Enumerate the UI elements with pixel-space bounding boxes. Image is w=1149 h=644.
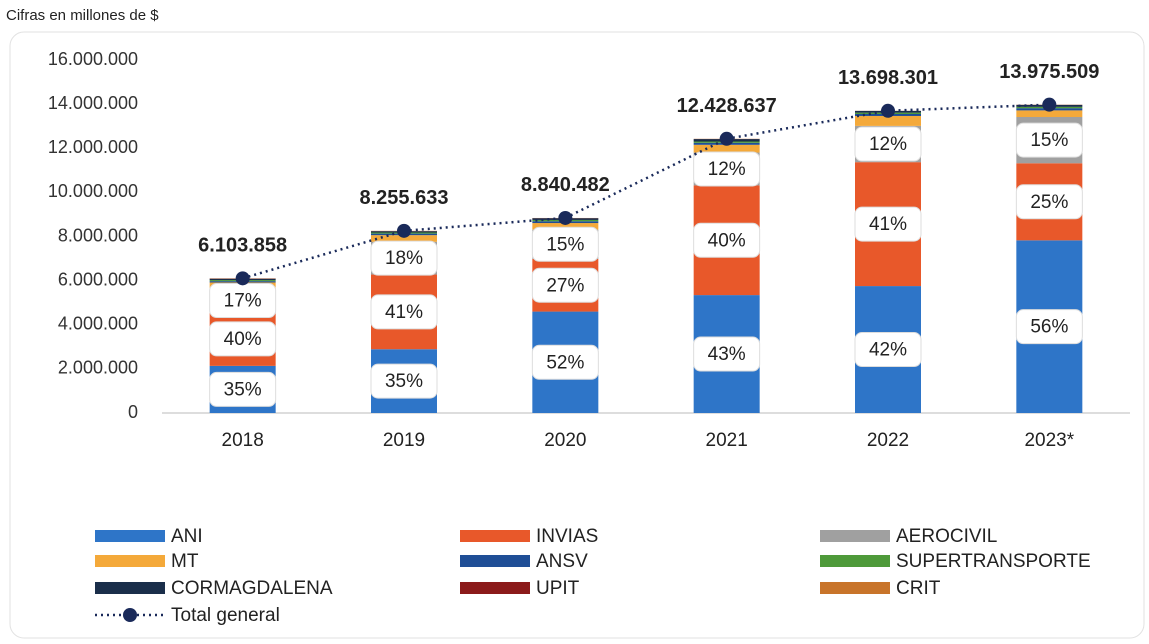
x-tick-label: 2018 — [222, 430, 264, 451]
data-label-box — [693, 336, 761, 372]
bar-segment — [855, 115, 921, 126]
data-label: 43% — [708, 344, 746, 365]
data-label: 15% — [1030, 130, 1068, 151]
data-label-box — [693, 151, 761, 187]
data-label: 25% — [1030, 192, 1068, 213]
legend-label: INVIAS — [536, 526, 598, 547]
data-label: 12% — [869, 134, 907, 155]
legend-label: CRIT — [896, 578, 941, 599]
data-label: 35% — [224, 379, 262, 400]
data-label-box — [370, 294, 438, 330]
data-label-box — [370, 363, 438, 399]
data-label: 35% — [385, 371, 423, 392]
legend-swatch — [820, 555, 890, 567]
x-tick-label: 2020 — [544, 430, 586, 451]
data-label-box — [209, 371, 277, 407]
total-label: 13.698.301 — [838, 67, 938, 89]
data-label-box — [1015, 122, 1083, 158]
total-label: 12.428.637 — [677, 95, 777, 117]
legend-marker — [123, 608, 137, 622]
data-label-box — [531, 267, 599, 303]
data-label-box — [854, 206, 922, 242]
legend-label: ANI — [171, 526, 203, 547]
legend-swatch — [95, 530, 165, 542]
data-label: 42% — [869, 340, 907, 361]
y-tick-label: 6.000.000 — [58, 269, 138, 289]
total-label: 13.975.509 — [999, 61, 1099, 83]
chart-subtitle: Cifras en millones de $ — [6, 7, 159, 24]
bar-segment — [693, 144, 760, 153]
data-label: 18% — [385, 248, 423, 269]
y-tick-label: 10.000.000 — [48, 181, 138, 201]
data-label-box — [1015, 184, 1083, 220]
y-tick-label: 0 — [128, 402, 138, 422]
data-label: 40% — [708, 230, 746, 251]
data-label: 12% — [708, 159, 746, 180]
total-label: 8.255.633 — [360, 187, 449, 209]
data-label: 52% — [546, 352, 584, 373]
data-label: 15% — [546, 234, 584, 255]
data-label-box — [1015, 309, 1083, 345]
x-tick-label: 2019 — [383, 430, 425, 451]
legend-swatch — [460, 530, 530, 542]
x-tick-label: 2022 — [867, 430, 909, 451]
y-tick-label: 12.000.000 — [48, 137, 138, 157]
data-label: 27% — [546, 275, 584, 296]
legend-swatch — [820, 530, 890, 542]
total-label: 8.840.482 — [521, 174, 610, 196]
bar-segment — [371, 235, 437, 242]
data-label-box — [370, 240, 438, 276]
total-point — [719, 131, 734, 146]
y-tick-label: 4.000.000 — [58, 314, 138, 334]
legend-swatch — [95, 582, 165, 594]
x-tick-label: 2023* — [1024, 430, 1074, 451]
x-tick-label: 2021 — [706, 430, 748, 451]
total-label: 6.103.858 — [198, 235, 287, 257]
legend-label: CORMAGDALENA — [171, 578, 333, 599]
legend-label: AEROCIVIL — [896, 526, 997, 547]
total-point — [558, 210, 573, 225]
data-label-box — [693, 222, 761, 258]
y-tick-label: 16.000.000 — [48, 49, 138, 69]
data-label-box — [854, 332, 922, 368]
data-label: 41% — [385, 302, 423, 323]
legend-label: UPIT — [536, 578, 580, 599]
total-point — [1042, 97, 1057, 112]
data-label: 40% — [224, 329, 262, 350]
legend-label: Total general — [171, 605, 280, 626]
data-label: 56% — [1030, 317, 1068, 338]
data-label-box — [531, 344, 599, 380]
y-tick-label: 2.000.000 — [58, 358, 138, 378]
chart-frame — [9, 31, 1145, 639]
data-label: 41% — [869, 214, 907, 235]
y-tick-label: 8.000.000 — [58, 225, 138, 245]
legend-swatch — [460, 582, 530, 594]
legend-swatch — [820, 582, 890, 594]
data-label-box — [854, 126, 922, 162]
total-point — [397, 223, 411, 238]
legend-label: MT — [171, 551, 199, 572]
total-point — [235, 271, 250, 286]
legend-label: SUPERTRANSPORTE — [896, 551, 1091, 572]
legend-swatch — [95, 555, 165, 567]
total-point — [881, 103, 895, 118]
legend-swatch — [460, 555, 530, 567]
data-label: 17% — [224, 291, 262, 312]
legend-label: ANSV — [536, 551, 588, 572]
bar-segment — [532, 223, 599, 230]
bar-segment — [1016, 110, 1083, 118]
data-label-box — [531, 226, 599, 262]
y-tick-label: 14.000.000 — [48, 93, 138, 113]
data-label-box — [209, 321, 277, 357]
